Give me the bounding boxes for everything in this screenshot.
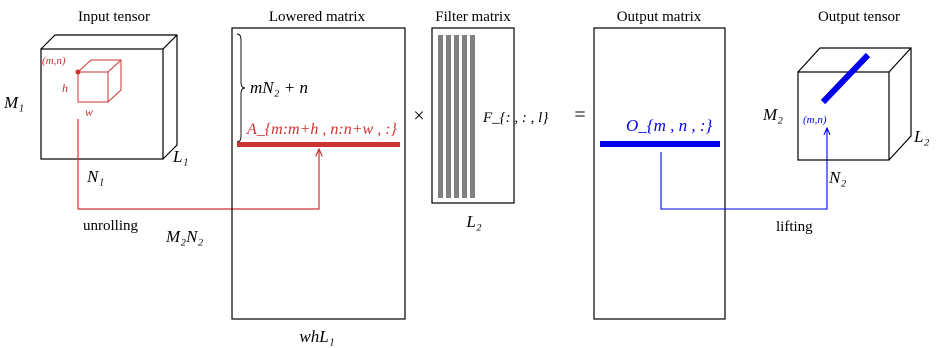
filter-bar [470, 35, 475, 198]
unrolling-label: unrolling [83, 218, 138, 234]
filter-bar [438, 35, 443, 198]
patch-h-label: h [62, 81, 68, 95]
lowered-matrix-box [231, 27, 406, 320]
input-tensor-cube [40, 34, 178, 160]
output-matrix-title: Output matrix [617, 9, 702, 25]
output-tensor-cube [797, 47, 912, 161]
output-position-label: (m,n) [803, 114, 827, 126]
filter-bar [462, 35, 467, 198]
patch-corner-dot [75, 69, 81, 75]
input-width-label: N₁ [86, 167, 104, 186]
lowered-matrix-title: Lowered matrix [269, 9, 366, 25]
unrolling-arrow [77, 119, 319, 210]
filter-bars [438, 35, 475, 198]
output-tensor-title: Output tensor [818, 9, 900, 25]
filter-matrix-box [431, 27, 515, 204]
patch-w-label: w [85, 105, 93, 119]
lowered-row-label: A_{m:m+h , n:n+w , :} [246, 121, 398, 138]
output-height-label: M₂ [762, 105, 783, 124]
lifting-label: lifting [776, 219, 813, 235]
filter-matrix-title: Filter matrix [435, 9, 511, 25]
output-matrix-box [593, 27, 726, 320]
input-tensor-title: Input tensor [78, 9, 150, 25]
offset-label: mN₂ + n [250, 78, 308, 97]
times-operator: × [413, 105, 424, 127]
output-depth-label: L₂ [913, 127, 929, 146]
filter-bar [446, 35, 451, 198]
output-row-label: O_{m , n , :} [626, 116, 713, 135]
filter-bar [454, 35, 459, 198]
lifting-arrow [660, 128, 827, 210]
output-width-label: N₂ [828, 168, 846, 187]
filter-cols-label: L₂ [465, 212, 481, 231]
input-patch-cube [77, 59, 122, 103]
output-row-bar [600, 141, 720, 147]
filter-inner-label: F_{: , : , l} [482, 110, 548, 126]
offset-brace [236, 33, 246, 143]
lowered-cols-label: whL₁ [299, 327, 334, 346]
output-fiber [820, 52, 871, 105]
input-depth-label: L₁ [172, 147, 188, 166]
patch-corner-label: (m,n) [42, 55, 66, 67]
equals-operator: = [574, 104, 585, 126]
lowered-rows-label: M₂N₂ [165, 227, 203, 246]
lowered-row-bar [237, 142, 400, 147]
input-height-label: M₁ [3, 93, 24, 112]
